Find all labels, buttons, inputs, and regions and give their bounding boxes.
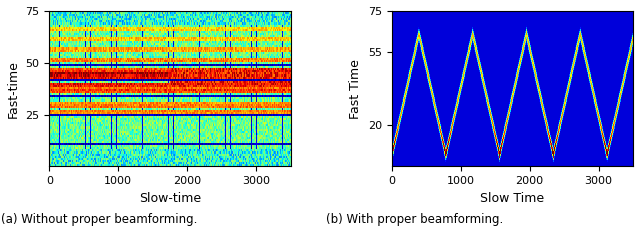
Y-axis label: Fast-time: Fast-time [7, 60, 20, 118]
X-axis label: Slow Time: Slow Time [481, 191, 545, 205]
X-axis label: Slow-time: Slow-time [139, 191, 201, 205]
Text: (b) With proper beamforming.: (b) With proper beamforming. [326, 213, 503, 226]
Text: (a) Without proper beamforming.: (a) Without proper beamforming. [1, 213, 197, 226]
Y-axis label: Fast Time: Fast Time [349, 59, 362, 119]
